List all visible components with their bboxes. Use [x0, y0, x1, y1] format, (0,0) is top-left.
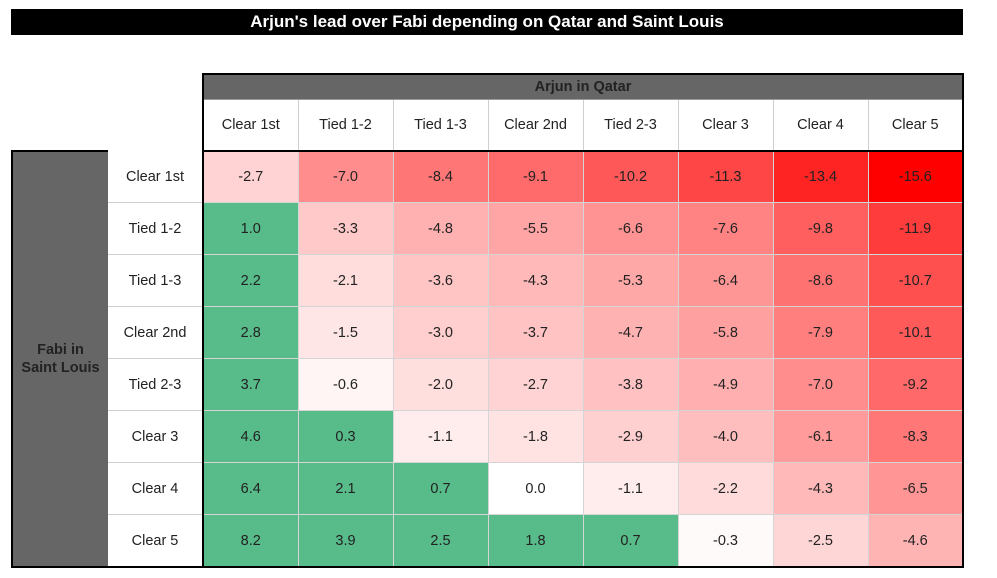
- heatmap-cell: -1.5: [298, 306, 394, 359]
- heatmap-cell: -7.9: [773, 306, 869, 359]
- row-header: Tied 1-3: [108, 254, 204, 307]
- heatmap-cell: -8.3: [868, 410, 964, 463]
- column-header: Clear 2nd: [488, 99, 584, 152]
- heatmap-cell: -3.0: [393, 306, 489, 359]
- heatmap-cell: -3.8: [583, 358, 679, 411]
- heatmap-table: Arjun in Qatar Clear 1st Tied 1-2 Tied 1-3 C…: [11, 73, 964, 568]
- heatmap-cell: 3.7: [203, 358, 299, 411]
- column-group-label: Arjun in Qatar: [202, 73, 964, 100]
- row-header: Clear 1st: [108, 151, 204, 203]
- heatmap-cell: -6.4: [678, 254, 774, 307]
- heatmap-cell: -4.9: [678, 358, 774, 411]
- column-header: Tied 1-3: [393, 99, 489, 152]
- heatmap-cell: -4.7: [583, 306, 679, 359]
- heatmap-cell: 2.5: [393, 514, 489, 568]
- heatmap-cell: -10.1: [868, 306, 964, 359]
- heatmap-cell: -11.9: [868, 202, 964, 255]
- heatmap-cell: -1.1: [583, 462, 679, 515]
- heatmap-cell: -5.5: [488, 202, 584, 255]
- row-group-label: Fabi in Saint Louis: [11, 150, 108, 568]
- row-header: Tied 1-2: [108, 202, 204, 255]
- corner-cell: [12, 100, 203, 152]
- heatmap-cell: 0.3: [298, 410, 394, 463]
- row-header: Tied 2-3: [108, 358, 204, 411]
- heatmap-cell: 1.8: [488, 514, 584, 568]
- heatmap-cell: -7.0: [773, 358, 869, 411]
- heatmap-cell: 0.0: [488, 462, 584, 515]
- heatmap-cell: -6.1: [773, 410, 869, 463]
- heatmap-cell: -6.5: [868, 462, 964, 515]
- heatmap-cell: -5.3: [583, 254, 679, 307]
- heatmap-cell: -1.1: [393, 410, 489, 463]
- heatmap-cell: -9.8: [773, 202, 869, 255]
- heatmap-cell: -0.3: [678, 514, 774, 568]
- heatmap-cell: -0.6: [298, 358, 394, 411]
- heatmap-cell: 0.7: [393, 462, 489, 515]
- column-header: Clear 3: [678, 99, 774, 152]
- column-header: Clear 4: [773, 99, 869, 152]
- heatmap-cell: -4.6: [868, 514, 964, 568]
- column-header: Clear 5: [868, 99, 964, 152]
- heatmap-cell: -2.1: [298, 254, 394, 307]
- corner-cell: [12, 74, 203, 100]
- heatmap-cell: 2.8: [203, 306, 299, 359]
- column-header: Tied 2-3: [583, 99, 679, 152]
- heatmap-table-container: Arjun in Qatar Clear 1st Tied 1-2 Tied 1-3 C…: [11, 73, 964, 568]
- heatmap-cell: -9.2: [868, 358, 964, 411]
- heatmap-cell: -4.0: [678, 410, 774, 463]
- column-header: Tied 1-2: [298, 99, 394, 152]
- heatmap-cell: -9.1: [488, 151, 584, 203]
- heatmap-cell: -10.7: [868, 254, 964, 307]
- row-header: Clear 2nd: [108, 306, 204, 359]
- heatmap-cell: -3.6: [393, 254, 489, 307]
- heatmap-cell: -1.8: [488, 410, 584, 463]
- chart-title: Arjun's lead over Fabi depending on Qata…: [11, 9, 963, 35]
- heatmap-cell: -15.6: [868, 151, 964, 203]
- heatmap-cell: 3.9: [298, 514, 394, 568]
- heatmap-cell: -3.7: [488, 306, 584, 359]
- heatmap-cell: -4.3: [488, 254, 584, 307]
- heatmap-cell: -11.3: [678, 151, 774, 203]
- heatmap-cell: -2.0: [393, 358, 489, 411]
- heatmap-cell: -4.8: [393, 202, 489, 255]
- heatmap-cell: -2.7: [203, 151, 299, 203]
- heatmap-cell: -13.4: [773, 151, 869, 203]
- heatmap-cell: -3.3: [298, 202, 394, 255]
- row-header: Clear 3: [108, 410, 204, 463]
- heatmap-cell: 4.6: [203, 410, 299, 463]
- heatmap-cell: -5.8: [678, 306, 774, 359]
- heatmap-cell: -4.3: [773, 462, 869, 515]
- heatmap-cell: 6.4: [203, 462, 299, 515]
- heatmap-cell: 8.2: [203, 514, 299, 568]
- heatmap-cell: 2.1: [298, 462, 394, 515]
- heatmap-cell: -2.7: [488, 358, 584, 411]
- heatmap-cell: -2.2: [678, 462, 774, 515]
- row-header: Clear 5: [108, 514, 204, 568]
- heatmap-cell: -2.5: [773, 514, 869, 568]
- heatmap-cell: -7.6: [678, 202, 774, 255]
- heatmap-cell: -6.6: [583, 202, 679, 255]
- row-header: Clear 4: [108, 462, 204, 515]
- column-header: Clear 1st: [202, 99, 299, 152]
- heatmap-cell: -2.9: [583, 410, 679, 463]
- heatmap-cell: -7.0: [298, 151, 394, 203]
- heatmap-cell: 1.0: [203, 202, 299, 255]
- heatmap-cell: -8.4: [393, 151, 489, 203]
- heatmap-cell: -8.6: [773, 254, 869, 307]
- heatmap-cell: 0.7: [583, 514, 679, 568]
- heatmap-cell: 2.2: [203, 254, 299, 307]
- heatmap-cell: -10.2: [583, 151, 679, 203]
